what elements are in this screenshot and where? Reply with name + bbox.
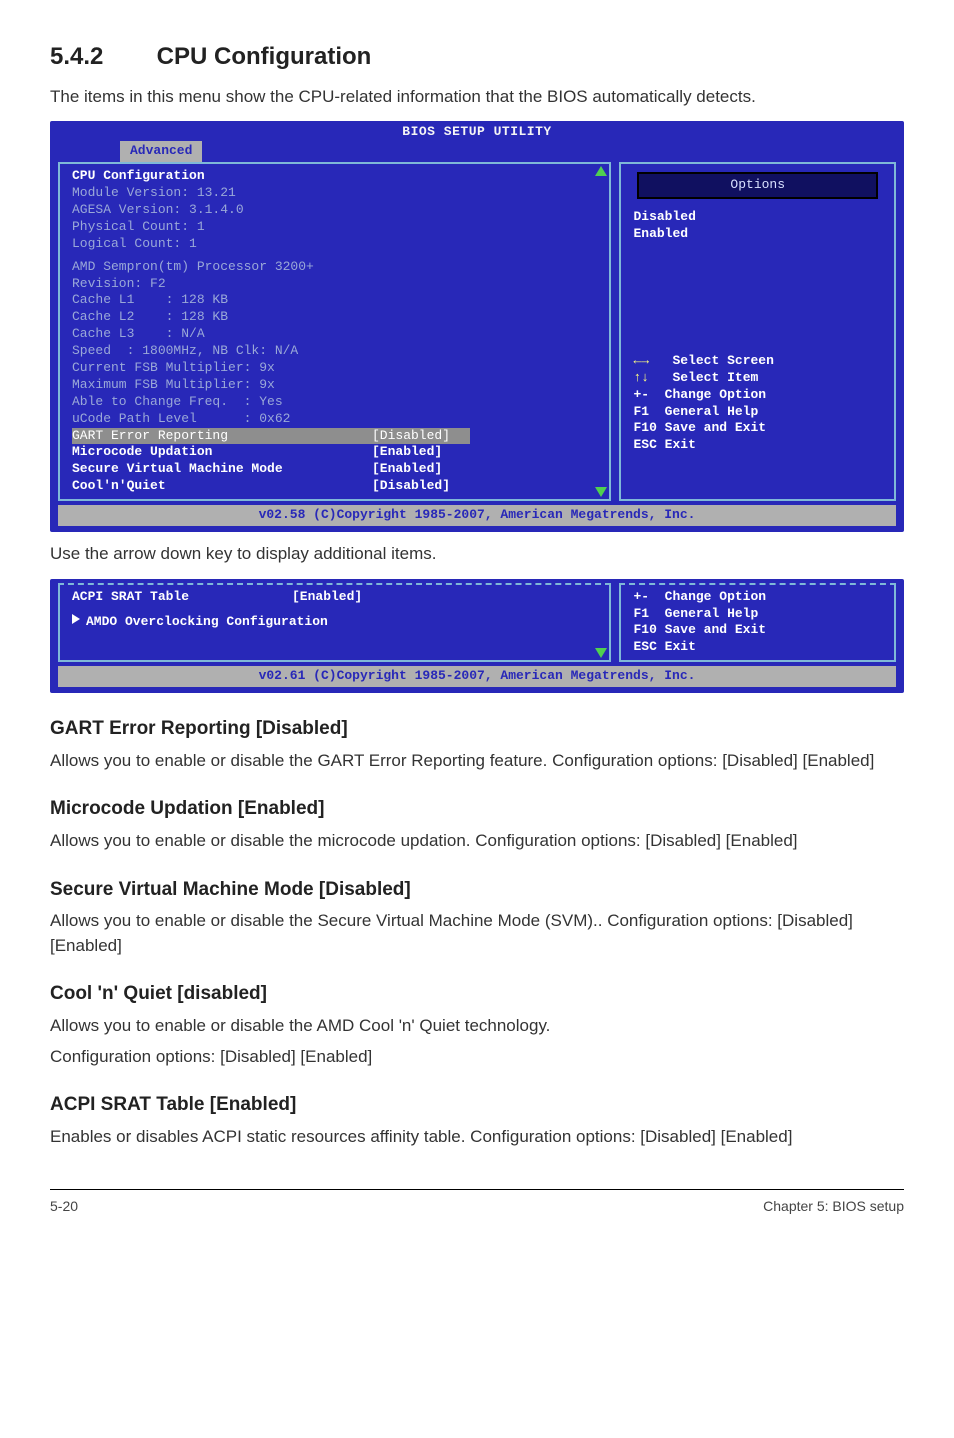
bios-tab-advanced[interactable]: Advanced: [120, 141, 202, 162]
info-line: Logical Count: 1: [72, 236, 597, 253]
intro-text: The items in this menu show the CPU-rela…: [50, 85, 904, 110]
info-line: uCode Path Level : 0x62: [72, 411, 597, 428]
body-text: Allows you to enable or disable the micr…: [50, 829, 904, 854]
bios-header: BIOS SETUP UTILITY: [50, 121, 904, 141]
subheading: Cool 'n' Quiet [disabled]: [50, 980, 904, 1008]
scroll-down-icon: [595, 648, 607, 658]
item-value: [Disabled]: [352, 478, 450, 495]
mid-text: Use the arrow down key to display additi…: [50, 542, 904, 567]
item-value: [Enabled]: [352, 444, 442, 461]
bios-panel-mini: ACPI SRAT Table [Enabled] AMDO Overclock…: [50, 579, 904, 693]
info-line: Speed : 1800MHz, NB Clk: N/A: [72, 343, 597, 360]
page-footer: 5-20 Chapter 5: BIOS setup: [50, 1190, 904, 1216]
subheading: Secure Virtual Machine Mode [Disabled]: [50, 876, 904, 904]
help-line: Select Screen: [633, 353, 882, 370]
info-line: Cache L3 : N/A: [72, 326, 597, 343]
bios-footer: v02.61 (C)Copyright 1985-2007, American …: [58, 666, 896, 687]
cpu-config-title: CPU Configuration: [72, 168, 597, 185]
sel-label: GART Error Reporting: [72, 428, 352, 445]
sel-value: [Disabled]: [352, 428, 470, 445]
help-text: Select Screen: [649, 353, 774, 368]
bios-right-pane: Options Disabled Enabled Select Screen S…: [619, 162, 896, 501]
arrow-ud-icon: [633, 370, 649, 385]
bios-left-pane: CPU Configuration Module Version: 13.21 …: [58, 162, 611, 501]
help-line: +- Change Option: [633, 589, 882, 606]
info-line: AMD Sempron(tm) Processor 3200+: [72, 259, 597, 276]
info-line: Revision: F2: [72, 276, 597, 293]
info-line: Current FSB Multiplier: 9x: [72, 360, 597, 377]
info-line: Able to Change Freq. : Yes: [72, 394, 597, 411]
bios-body: ACPI SRAT Table [Enabled] AMDO Overclock…: [50, 583, 904, 667]
bios-tabs: Advanced: [50, 141, 904, 162]
item-label: Cool'n'Quiet: [72, 478, 352, 495]
help-line: F10 Save and Exit: [633, 420, 882, 437]
bios-item[interactable]: ACPI SRAT Table [Enabled]: [72, 589, 597, 606]
subheading: Microcode Updation [Enabled]: [50, 795, 904, 823]
bios-footer: v02.58 (C)Copyright 1985-2007, American …: [58, 505, 896, 526]
help-line: ESC Exit: [633, 639, 882, 656]
help-line: F10 Save and Exit: [633, 622, 882, 639]
info-line: Cache L2 : 128 KB: [72, 309, 597, 326]
info-line: Module Version: 13.21: [72, 185, 597, 202]
triangle-right-icon: [72, 614, 80, 624]
bios-item-selected[interactable]: GART Error Reporting [Disabled]: [72, 428, 597, 445]
item-label: Secure Virtual Machine Mode: [72, 461, 352, 478]
item-value: [Enabled]: [352, 461, 442, 478]
bios-submenu[interactable]: AMDO Overclocking Configuration: [72, 614, 597, 631]
info-line: Cache L1 : 128 KB: [72, 292, 597, 309]
body-text: Allows you to enable or disable the Secu…: [50, 909, 904, 958]
help-line: ESC Exit: [633, 437, 882, 454]
body-text: Allows you to enable or disable the GART…: [50, 749, 904, 774]
help-line: Select Item: [633, 370, 882, 387]
subheading: GART Error Reporting [Disabled]: [50, 715, 904, 743]
info-line: Physical Count: 1: [72, 219, 597, 236]
info-line: AGESA Version: 3.1.4.0: [72, 202, 597, 219]
bios-item[interactable]: Cool'n'Quiet [Disabled]: [72, 478, 597, 495]
body-text: Enables or disables ACPI static resource…: [50, 1125, 904, 1150]
section-title: CPU Configuration: [157, 43, 372, 70]
option-enabled: Enabled: [633, 226, 882, 243]
item-label: Microcode Updation: [72, 444, 352, 461]
bios-left-pane: ACPI SRAT Table [Enabled] AMDO Overclock…: [58, 583, 611, 663]
scroll-down-icon: [595, 487, 607, 497]
options-box-title: Options: [637, 172, 878, 199]
page-number: 5-20: [50, 1196, 78, 1216]
bios-body: CPU Configuration Module Version: 13.21 …: [50, 162, 904, 505]
chapter-label: Chapter 5: BIOS setup: [763, 1196, 904, 1216]
help-line: +- Change Option: [633, 387, 882, 404]
bios-item[interactable]: Secure Virtual Machine Mode [Enabled]: [72, 461, 597, 478]
item-label: ACPI SRAT Table: [72, 589, 292, 606]
bios-item[interactable]: Microcode Updation [Enabled]: [72, 444, 597, 461]
arrow-lr-icon: [633, 353, 649, 368]
help-line: F1 General Help: [633, 606, 882, 623]
section-number: 5.4.2: [50, 40, 150, 75]
bios-right-pane: +- Change Option F1 General Help F10 Sav…: [619, 583, 896, 663]
body-text: Configuration options: [Disabled] [Enabl…: [50, 1045, 904, 1070]
section-heading: 5.4.2 CPU Configuration: [50, 40, 904, 75]
help-text: Select Item: [649, 370, 758, 385]
spacer: [633, 243, 882, 353]
help-line: F1 General Help: [633, 404, 882, 421]
spacer: [72, 606, 597, 614]
bios-panel-main: BIOS SETUP UTILITY Advanced CPU Configur…: [50, 121, 904, 532]
subheading: ACPI SRAT Table [Enabled]: [50, 1091, 904, 1119]
body-text: Allows you to enable or disable the AMD …: [50, 1014, 904, 1039]
submenu-label: AMDO Overclocking Configuration: [86, 614, 328, 631]
option-disabled: Disabled: [633, 209, 882, 226]
scroll-up-icon: [595, 166, 607, 176]
item-value: [Enabled]: [292, 589, 362, 606]
info-line: Maximum FSB Multiplier: 9x: [72, 377, 597, 394]
